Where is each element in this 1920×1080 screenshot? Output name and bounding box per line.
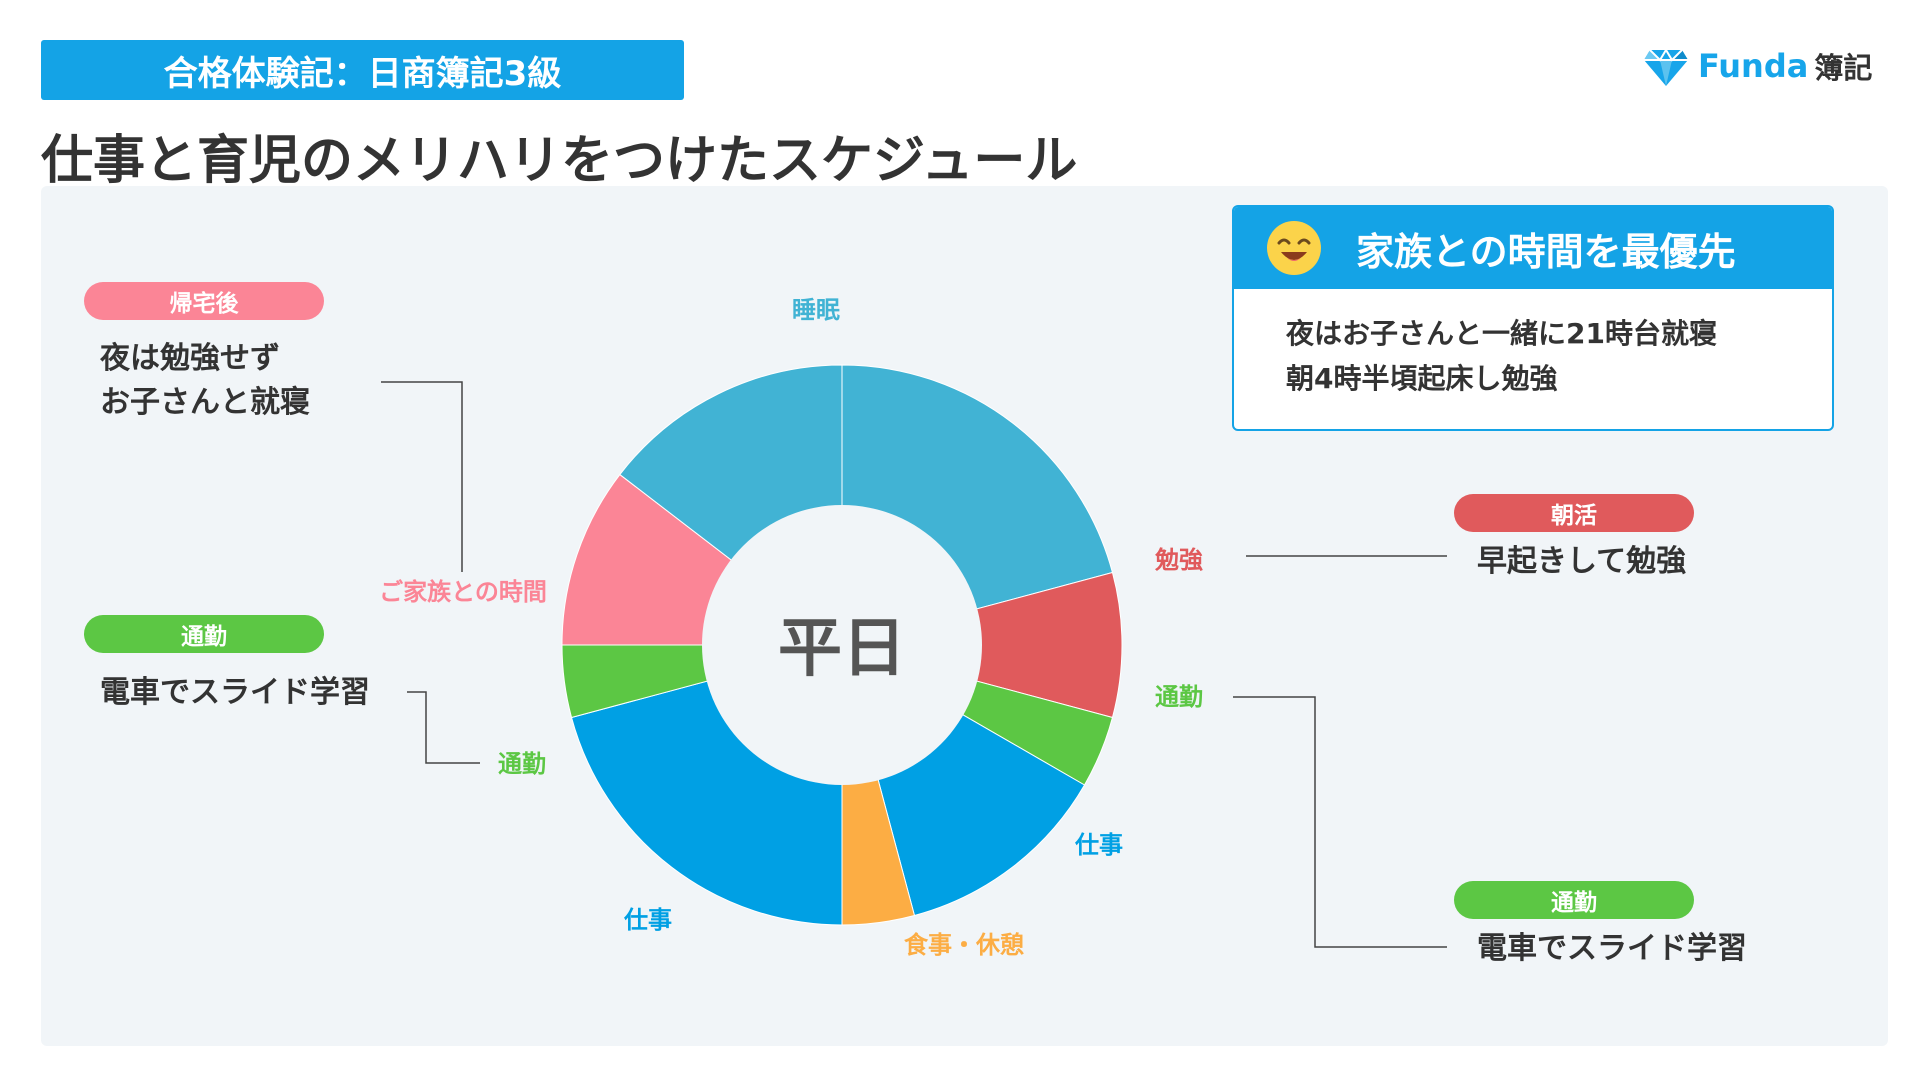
pill-after-work: 帰宅後 <box>84 282 324 320</box>
segment-label: 食事・休憩 <box>904 931 1024 959</box>
pill-morning: 朝活 <box>1454 494 1694 532</box>
note-commute-right: 電車でスライド学習 <box>1477 931 1747 966</box>
note-line: 夜は勉強せず <box>100 341 280 376</box>
highlight-box: 家族との時間を最優先 夜はお子さんと一緒に21時台就寝 朝4時半頃起床し勉強 <box>1232 205 1834 431</box>
smiley-icon <box>1267 221 1321 275</box>
note-after-work: 夜は勉強せず お子さんと就寝 <box>100 337 310 425</box>
segment-label: 通勤 <box>1155 683 1203 711</box>
connector-lines <box>381 381 1447 948</box>
connector-commute-right <box>1233 696 1447 948</box>
segment-label: 仕事 <box>1074 831 1123 859</box>
highlight-line: 夜はお子さんと一緒に21時台就寝 <box>1286 317 1717 350</box>
highlight-header: 家族との時間を最優先 <box>1234 207 1832 289</box>
highlight-line: 朝4時半頃起床し勉強 <box>1286 362 1558 395</box>
note-commute-left: 電車でスライド学習 <box>100 675 370 710</box>
segment-label: ご家族との時間 <box>379 578 547 606</box>
brand-name: Funda <box>1698 47 1809 85</box>
brand-suffix: 簿記 <box>1814 51 1873 85</box>
segment-label: 睡眠 <box>792 296 840 324</box>
segment-label: 勉強 <box>1154 546 1203 574</box>
note-line: お子さんと就寝 <box>100 385 310 420</box>
pill-commute-right: 通勤 <box>1454 881 1694 919</box>
connector-after-work <box>381 381 463 572</box>
pill-commute-left: 通勤 <box>84 615 324 653</box>
article-tag: 合格体験記：日商簿記3級 <box>41 40 684 100</box>
connector-commute-left <box>407 691 480 764</box>
highlight-title: 家族との時間を最優先 <box>1356 229 1736 274</box>
brand-logo[interactable]: Funda 簿記 <box>1644 42 1872 90</box>
page-title: 仕事と育児のメリハリをつけたスケジュール <box>41 131 1078 191</box>
note-morning: 早起きして勉強 <box>1477 544 1687 579</box>
center-label: 平日 <box>778 612 906 686</box>
segment-label: 通勤 <box>498 750 546 778</box>
donut-hole <box>702 505 982 785</box>
highlight-body: 夜はお子さんと一緒に21時台就寝 朝4時半頃起床し勉強 <box>1234 289 1832 401</box>
diamond-icon <box>1644 48 1688 86</box>
segment-label: 仕事 <box>623 906 672 934</box>
